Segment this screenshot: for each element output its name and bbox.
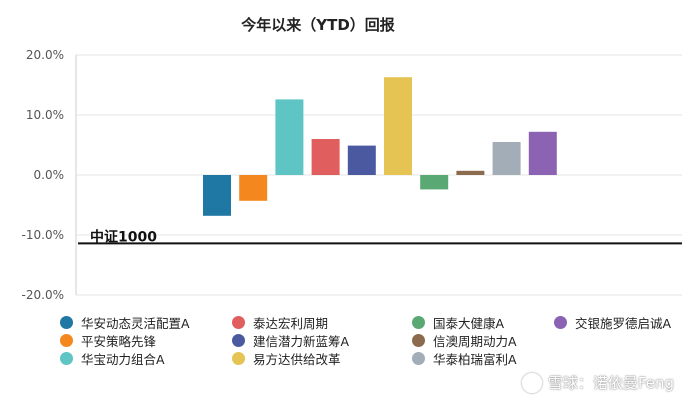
legend-label: 泰达宏利周期 <box>253 316 329 331</box>
bar-2[interactable] <box>239 175 268 201</box>
legend-item-9[interactable]: 华泰柏瑞富利A <box>412 349 517 368</box>
legend-item-10[interactable]: 交银施罗德启诚A <box>554 313 671 332</box>
y-tick-label: 0.0% <box>34 168 65 182</box>
legend-swatch <box>554 316 567 329</box>
legend-swatch <box>232 316 245 329</box>
legend-label: 华宝动力组合A <box>81 352 165 367</box>
legend-label: 建信潜力新蓝筹A <box>253 334 350 349</box>
legend-item-4[interactable]: 泰达宏利周期 <box>232 313 328 332</box>
legend-swatch <box>60 352 73 365</box>
legend-item-6[interactable]: 易方达供给改革 <box>232 349 341 368</box>
legend-swatch <box>60 316 73 329</box>
y-tick-label: -20.0% <box>22 288 64 302</box>
bar-5[interactable] <box>347 145 376 175</box>
legend-swatch <box>232 352 245 365</box>
legend-item-7[interactable]: 国泰大健康A <box>412 313 504 332</box>
legend-label: 交银施罗德启诚A <box>575 316 672 331</box>
legend-item-1[interactable]: 华安动态灵活配置A <box>60 313 190 332</box>
watermark: 雪球：诺依曼Feng <box>521 372 674 393</box>
legend-swatch <box>412 316 425 329</box>
legend-swatch <box>412 334 425 347</box>
legend-item-8[interactable]: 信澳周期动力A <box>412 331 517 350</box>
chart-title: 今年以来（YTD）回报 <box>240 16 395 34</box>
legend-item-2[interactable]: 平安策略先锋 <box>60 331 156 350</box>
legend-item-5[interactable]: 建信潜力新蓝筹A <box>232 331 349 350</box>
legend-label: 信澳周期动力A <box>433 334 517 349</box>
bar-1[interactable] <box>203 175 231 216</box>
y-tick-label: -10.0% <box>22 228 64 242</box>
legend-label: 华泰柏瑞富利A <box>433 352 517 367</box>
bar-8[interactable] <box>456 170 485 175</box>
legend-label: 平安策略先锋 <box>81 334 157 349</box>
bar-9[interactable] <box>492 142 521 175</box>
watermark-text: 雪球：诺依曼Feng <box>547 374 674 392</box>
snowball-logo-icon <box>521 372 542 393</box>
bar-6[interactable] <box>384 77 412 175</box>
legend-label: 国泰大健康A <box>433 316 505 331</box>
legend-swatch <box>60 334 73 347</box>
bar-7[interactable] <box>420 175 449 190</box>
reference-line-label: 中证1000 <box>90 228 157 245</box>
bar-3[interactable] <box>275 99 304 175</box>
legend-label: 易方达供给改革 <box>253 352 341 367</box>
legend-swatch <box>412 352 425 365</box>
legend-label: 华安动态灵活配置A <box>81 316 190 331</box>
y-tick-label: 10.0% <box>26 108 64 122</box>
bar-4[interactable] <box>311 139 340 175</box>
bar-10[interactable] <box>528 131 557 175</box>
y-tick-label: 20.0% <box>26 48 64 62</box>
legend-swatch <box>232 334 245 347</box>
legend-item-3[interactable]: 华宝动力组合A <box>60 349 165 368</box>
